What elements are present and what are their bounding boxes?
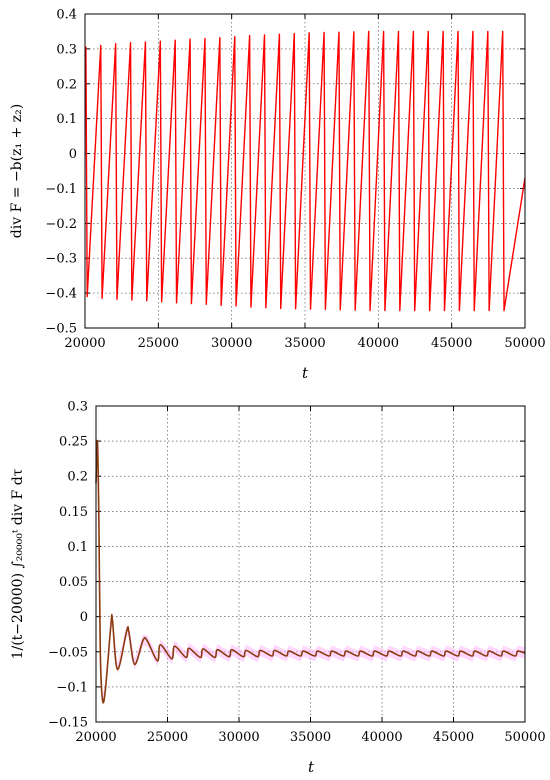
bottom-x-tick-label: 35000 xyxy=(290,730,331,745)
top-x-tick-label: 20000 xyxy=(64,336,105,351)
top-y-tick-label: −0.1 xyxy=(45,182,77,197)
bottom-series xyxy=(95,435,526,706)
bottom-x-tick-labels: 20000 25000 30000 35000 40000 45000 50000 xyxy=(75,730,545,745)
top-y-tick-label: −0.4 xyxy=(45,287,77,302)
bottom-y-tick-label: 0.25 xyxy=(59,435,88,450)
bottom-x-tick-label: 30000 xyxy=(218,730,259,745)
series-envelope-band xyxy=(96,435,525,706)
bottom-y-tick-label: 0.1 xyxy=(67,540,88,555)
bottom-plot-frame xyxy=(95,405,526,723)
top-plot-frame xyxy=(84,13,526,329)
top-x-tick-label: 35000 xyxy=(284,336,325,351)
series-line-running-average xyxy=(95,440,526,704)
top-y-tick-label: −0.2 xyxy=(45,217,77,232)
top-x-tick-label: 40000 xyxy=(358,336,399,351)
bottom-y-tick-labels: −0.15 −0.1 −0.05 0 0.05 0.1 0.15 0.2 0.25 0.3 xyxy=(48,400,88,731)
top-y-tick-label: 0 xyxy=(69,147,77,162)
bottom-y-tick-label: 0.2 xyxy=(67,470,88,485)
bottom-y-tick-label: 0 xyxy=(80,610,88,625)
bottom-x-axis-label: t xyxy=(308,758,315,776)
bottom-y-tick-label: 0.3 xyxy=(67,400,88,415)
bottom-x-tick-label: 45000 xyxy=(433,730,474,745)
bottom-x-tick-label: 20000 xyxy=(75,730,116,745)
top-x-axis-label: t xyxy=(302,364,309,382)
top-y-tick-label: 0.4 xyxy=(56,8,77,23)
bottom-y-axis-label: 1/(t−20000) ∫₂₀₀₀₀ᵗ div F dτ xyxy=(10,468,26,659)
bottom-x-tick-label: 25000 xyxy=(147,730,188,745)
bottom-y-tick-label: −0.1 xyxy=(56,680,88,695)
series-line-div-f xyxy=(84,30,526,312)
panel-top: 20000 25000 30000 35000 40000 45000 50000 −0.5… xyxy=(9,8,546,383)
top-y-tick-label: 0.1 xyxy=(56,112,77,127)
bottom-grid xyxy=(96,406,525,722)
panel-bottom: 20000 25000 30000 35000 40000 45000 50000 −0.1… xyxy=(10,400,546,777)
bottom-x-tick-label: 50000 xyxy=(504,730,545,745)
bottom-x-tick-label: 40000 xyxy=(361,730,402,745)
top-y-tick-label: −0.3 xyxy=(45,252,77,267)
top-x-tick-labels: 20000 25000 30000 35000 40000 45000 50000 xyxy=(64,336,545,351)
bottom-y-tick-label: −0.05 xyxy=(48,645,88,660)
top-x-tick-label: 45000 xyxy=(431,336,472,351)
top-y-tick-label: −0.5 xyxy=(45,322,77,337)
top-x-tick-label: 30000 xyxy=(211,336,252,351)
top-y-tick-labels: −0.5 −0.4 −0.3 −0.2 −0.1 0 0.1 0.2 0.3 0.4 xyxy=(45,8,77,337)
bottom-y-tick-label: 0.15 xyxy=(59,505,88,520)
top-series xyxy=(84,30,526,312)
top-y-axis-label: div F = −b(z₁ + z₂) xyxy=(9,104,25,238)
bottom-y-tick-label: −0.15 xyxy=(48,716,88,731)
top-y-tick-label: 0.2 xyxy=(56,77,77,92)
top-y-tick-label: 0.3 xyxy=(56,42,77,57)
bottom-y-tick-label: 0.05 xyxy=(59,575,88,590)
top-x-tick-label: 50000 xyxy=(504,336,545,351)
top-x-tick-label: 25000 xyxy=(138,336,179,351)
